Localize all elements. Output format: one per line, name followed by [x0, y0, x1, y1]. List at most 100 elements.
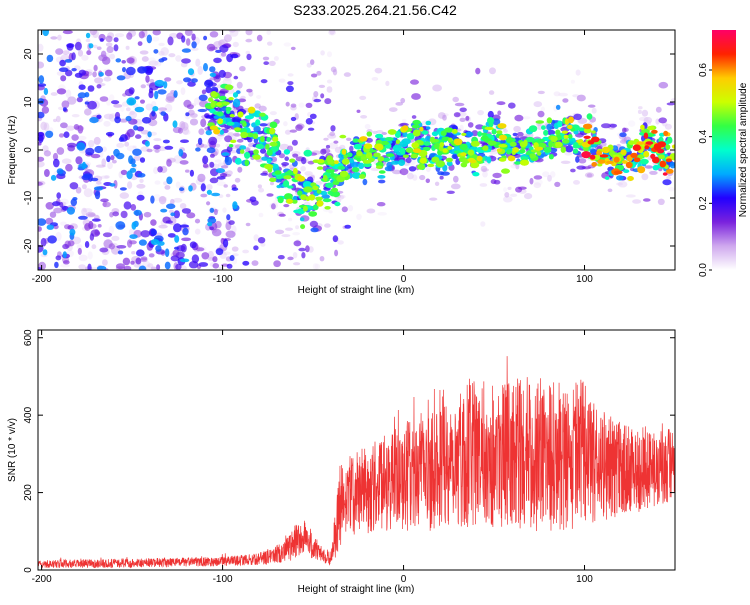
spectrogram-cell: [297, 175, 306, 182]
spectrogram-cell: [563, 134, 569, 139]
spectrogram-cell: [655, 106, 662, 113]
spectrogram-cell: [332, 191, 340, 198]
spectrogram-cell: [87, 85, 95, 92]
spectrogram-cell: [316, 189, 322, 194]
spectrogram-cell: [154, 90, 159, 100]
spectrogram-cell: [289, 129, 297, 133]
spectrogram-cell: [576, 165, 586, 170]
spectrogram-cell: [180, 87, 186, 95]
spectrogram-cell: [497, 110, 502, 116]
spectrogram-cell: [85, 32, 91, 39]
spectrogram-cell: [524, 193, 533, 200]
spectrogram-cell: [295, 225, 300, 230]
spectrogram-cell: [75, 186, 82, 194]
spectrogram-cell: [221, 152, 230, 156]
spectrogram-cell: [645, 141, 654, 145]
spectrogram-cell: [140, 230, 151, 238]
spectrogram-cell: [306, 62, 312, 68]
spectrogram-cell: [185, 112, 190, 117]
spectrogram-cell: [232, 92, 239, 98]
spectrogram-cell: [212, 256, 218, 263]
spectrogram-cell: [71, 114, 80, 118]
spectrogram-cell: [140, 99, 145, 104]
spectrogram-cell: [174, 246, 179, 250]
spectrogram-cell: [346, 137, 352, 141]
spectrogram-cell: [93, 186, 104, 191]
spectrogram-cell: [191, 78, 198, 83]
spectrogram-cell: [232, 201, 238, 210]
spectrogram-cell: [110, 155, 115, 161]
spectrogram-cell: [102, 259, 108, 266]
spectrogram-cell: [209, 226, 214, 231]
spectrogram-cell: [395, 139, 401, 144]
spectrogram-cell: [60, 263, 70, 268]
spectrogram-cell: [173, 90, 178, 98]
spectrogram-cell: [405, 147, 414, 153]
spectrogram-cell: [150, 239, 160, 245]
spectrogram-cell: [333, 140, 339, 144]
spectrogram-cell: [66, 43, 75, 48]
spectrogram-cell: [214, 159, 222, 163]
spectrogram-cell: [116, 142, 125, 148]
spectrogram-cell: [152, 106, 159, 112]
spectrogram-cell: [123, 265, 132, 270]
spectrogram-cell: [147, 131, 152, 138]
spectrogram-cell: [359, 95, 367, 100]
spectrogram-cell: [88, 43, 94, 49]
spectrogram-cell: [62, 251, 67, 259]
spectrogram-cell: [402, 154, 409, 158]
spectrogram-cell: [298, 102, 305, 108]
spectrogram-cell: [431, 131, 439, 137]
spectrogram-cell: [597, 159, 606, 164]
spectrogram-cell: [467, 149, 475, 156]
spectrogram-cell: [156, 264, 161, 270]
spectrogram-cell: [666, 156, 673, 160]
spectrogram-cell: [187, 68, 195, 76]
spectrogram-cell: [62, 107, 67, 112]
spectrogram-cell: [475, 124, 484, 130]
spectrogram-cell: [103, 76, 112, 82]
spectrogram-cell: [606, 160, 614, 164]
spectrogram-cell: [52, 201, 61, 207]
spectrogram-cell: [154, 180, 161, 185]
spectrogram-cell: [320, 190, 328, 196]
spectrogram-cell: [138, 265, 147, 270]
spectrogram-cell: [145, 103, 154, 111]
spectrogram-cell: [100, 50, 107, 58]
spectrogram-cell: [555, 104, 561, 110]
spectrogram-cell: [529, 177, 534, 185]
spectrogram-cell: [154, 79, 165, 87]
spectrogram-cell: [346, 152, 353, 158]
spectrogram-cell: [113, 148, 120, 157]
spectrogram-cell: [548, 154, 554, 160]
spectrogram-cell: [313, 192, 319, 197]
spectrogram-cell: [525, 151, 531, 156]
spectrogram-cell: [108, 243, 116, 250]
snr-y-axis: 0 200 400 600: [23, 329, 675, 573]
spectrogram-cell: [41, 106, 50, 114]
spectrogram-cell: [237, 111, 244, 118]
spectrogram-cell: [209, 72, 217, 77]
spectrogram-cell: [45, 130, 54, 138]
spectrogram-cell: [96, 46, 102, 50]
spectrogram-cell: [435, 160, 445, 168]
spectrogram-x-axis: -200 -100 0 100: [32, 30, 593, 285]
spectrogram-cell: [225, 193, 231, 198]
spectrogram-cell: [560, 146, 566, 153]
spectrogram-cell: [410, 79, 419, 85]
spectrogram-cell: [316, 200, 324, 207]
spectrogram-cell: [341, 206, 348, 213]
spectrogram-cell: [667, 136, 673, 144]
spectrogram-cell: [120, 169, 128, 176]
spectrogram-cell: [71, 68, 77, 72]
spectrogram-cell: [170, 198, 175, 205]
snr-frame: [37, 329, 676, 571]
spectrogram-cell: [76, 142, 86, 151]
spectrogram-cell: [533, 175, 543, 180]
spectrogram-cell: [278, 78, 286, 83]
spectrogram-cell: [209, 207, 215, 213]
spectrogram-cell: [290, 103, 297, 108]
spectrogram-cell: [503, 129, 508, 133]
spectrogram-cell: [649, 170, 658, 175]
spectrogram-cell: [421, 130, 429, 135]
